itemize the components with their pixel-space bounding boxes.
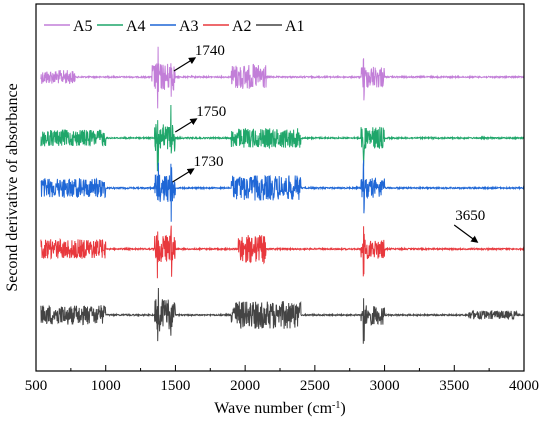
legend-item-a3: A3	[150, 18, 199, 35]
series-line-a2	[40, 225, 525, 279]
x-tick-label: 1500	[160, 378, 190, 394]
legend-item-a5: A5	[44, 18, 93, 35]
x-tick-label: 3000	[370, 378, 400, 394]
x-tick-label: 500	[25, 378, 48, 394]
series-line-a4	[40, 104, 525, 172]
legend-item-a1: A1	[256, 18, 305, 35]
annotation-1750: 1750	[174, 104, 226, 133]
annotation-arrow	[453, 224, 479, 243]
series-line-a3	[40, 160, 525, 222]
annotation-layer: 1740 1750 1730 3650	[172, 43, 485, 243]
series-line-a5	[40, 46, 525, 109]
series-layer	[40, 46, 525, 344]
x-axis-title-main: Wave number (cm	[214, 400, 332, 417]
legend-item-a4: A4	[97, 18, 146, 35]
x-axis-title: Wave number (cm-1)	[214, 400, 345, 418]
legend-label: A1	[285, 18, 305, 35]
series-line-a1	[40, 287, 525, 344]
x-tick-label: 3500	[439, 378, 469, 394]
legend-item-a2: A2	[203, 18, 252, 35]
annotation-1740: 1740	[173, 43, 225, 72]
annotation-arrow	[172, 168, 195, 183]
legend-label: A4	[126, 18, 146, 35]
legend-label: A3	[179, 18, 199, 35]
x-axis: 500 1000 1500 2000 2500 3000 3500 4000	[25, 365, 539, 394]
legend-label: A5	[73, 18, 93, 35]
annotation-label: 1740	[195, 43, 225, 59]
x-axis-title-close: )	[340, 400, 345, 417]
x-tick-label: 2000	[230, 378, 260, 394]
annotation-arrow	[174, 118, 198, 133]
x-tick-label: 4000	[509, 378, 539, 394]
legend-label: A2	[232, 18, 252, 35]
annotation-arrow	[173, 57, 197, 72]
legend: A5 A4 A3 A2 A1	[44, 18, 305, 35]
annotation-label: 3650	[455, 208, 485, 224]
x-tick-label: 2500	[300, 378, 330, 394]
annotation-label: 1750	[196, 104, 226, 120]
annotation-3650: 3650	[453, 208, 485, 243]
annotation-label: 1730	[193, 154, 223, 170]
annotation-1730: 1730	[172, 154, 223, 183]
x-axis-title-superscript: -1	[332, 400, 340, 411]
x-tick-label: 1000	[91, 378, 121, 394]
y-axis-title: Second derivative of absorbance	[4, 83, 21, 291]
